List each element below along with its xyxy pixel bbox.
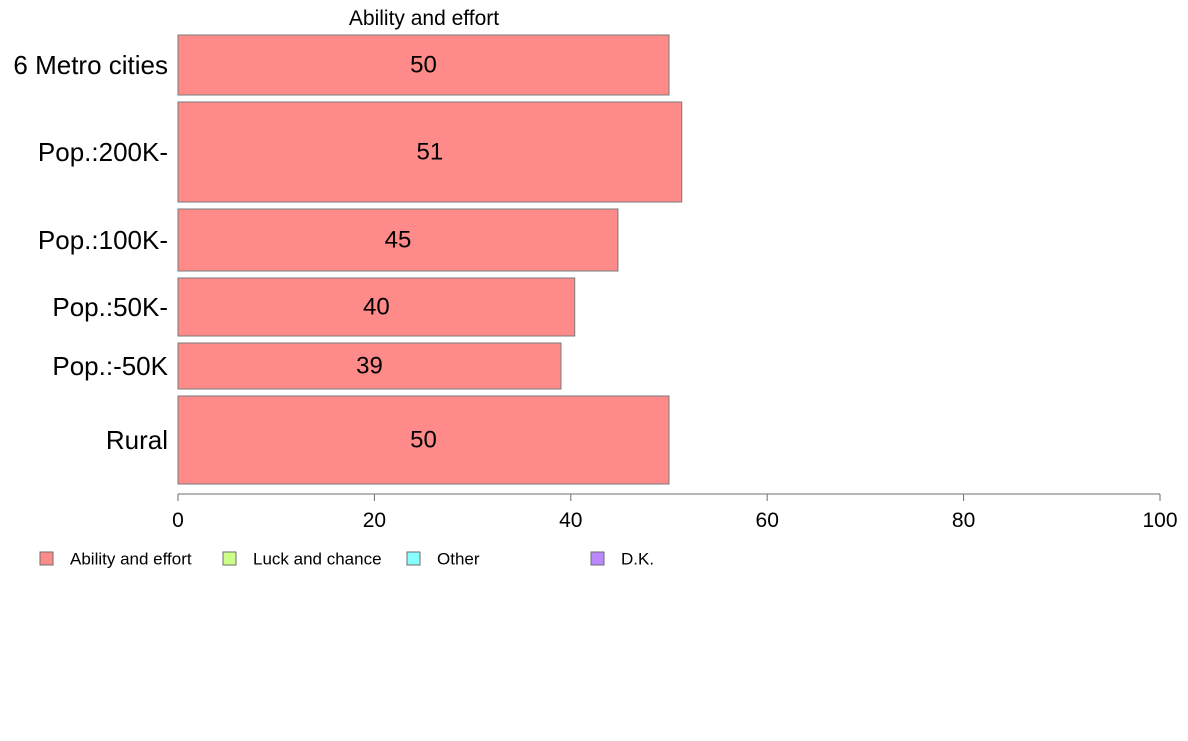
chart-title: Ability and effort [349, 7, 499, 30]
x-axis: 0 20 40 60 80 100 [172, 493, 1178, 532]
x-tick-label-4: 80 [952, 509, 975, 532]
legend-swatch-3 [590, 551, 605, 566]
category-label-3: Pop.:50K- [52, 292, 168, 322]
legend-label-1: Luck and chance [253, 550, 382, 569]
x-tick-label-2: 40 [559, 509, 582, 532]
x-tick-label-3: 60 [756, 509, 779, 532]
legend-label-3: D.K. [621, 550, 654, 569]
legend-swatch-1 [222, 551, 237, 566]
category-label-2: Pop.:100K- [38, 225, 168, 255]
legend-swatch-2 [406, 551, 421, 566]
bar-4 [177, 342, 562, 390]
category-label-5: Rural [106, 425, 168, 455]
bar-value-label-5: 50 [410, 427, 437, 454]
x-tick-label-5: 100 [1142, 509, 1177, 532]
bar-5 [177, 395, 670, 485]
legend-swatch-0 [39, 551, 54, 566]
category-label-1: Pop.:200K- [38, 137, 168, 167]
bars-layer: 50 6 Metro cities 51 Pop.:200K- 45 Pop.:100K-… [13, 34, 683, 485]
bar-2 [177, 208, 619, 272]
bar-3 [177, 277, 576, 337]
bar-1 [177, 101, 683, 203]
bar-value-label-4: 39 [356, 353, 383, 380]
bar-0 [177, 34, 670, 96]
bar-value-label-2: 45 [385, 227, 412, 254]
legend-label-0: Ability and effort [70, 550, 192, 569]
bar-value-label-3: 40 [363, 294, 390, 321]
category-label-4: Pop.:-50K [52, 351, 168, 381]
category-label-0: 6 Metro cities [13, 50, 168, 80]
x-tick-label-0: 0 [172, 509, 184, 532]
legend-label-2: Other [437, 550, 480, 569]
legend: Ability and effort Luck and chance Other D.… [39, 550, 654, 569]
bar-value-label-0: 50 [410, 52, 437, 79]
bar-value-label-1: 51 [417, 139, 444, 166]
x-tick-label-1: 20 [363, 509, 386, 532]
